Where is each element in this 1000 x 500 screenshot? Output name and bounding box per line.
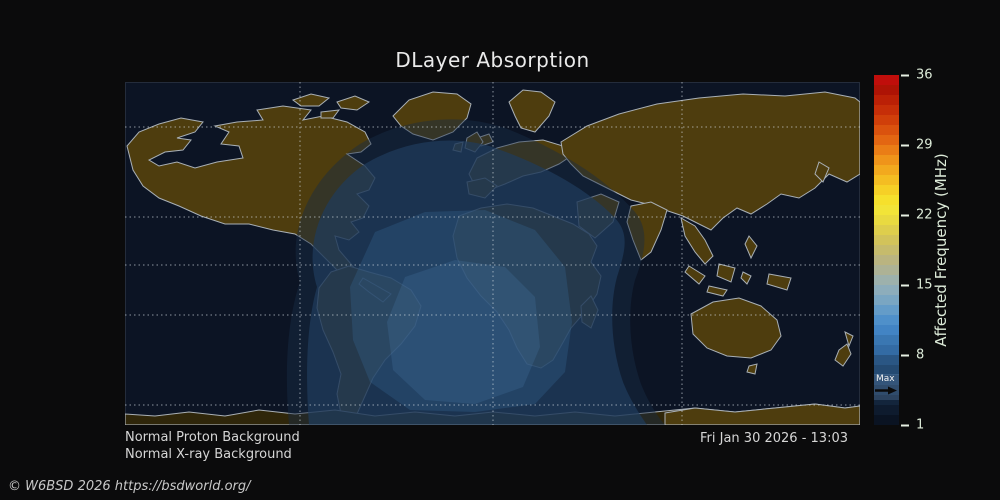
landmass-indonesia [684, 235, 792, 297]
colorbar-step [874, 225, 899, 235]
colorbar-step [874, 125, 899, 135]
tick-dash [901, 74, 909, 76]
landmass-southeast-asia [680, 217, 714, 265]
landmass-greenland [392, 91, 472, 141]
colorbar-step [874, 135, 899, 145]
tick-label: 8 [916, 347, 925, 363]
page-title: DLayer Absorption [395, 48, 590, 72]
colorbar-step [874, 295, 899, 305]
colorbar-step [874, 385, 899, 395]
graticule [125, 82, 860, 425]
colorbar-step [874, 325, 899, 335]
colorbar-step [874, 375, 899, 385]
colorbar-step [874, 315, 899, 325]
colorbar-step [874, 365, 899, 375]
copyright-notice: © W6BSD 2026 https://bsdworld.org/ [8, 479, 251, 494]
tick-label: 36 [916, 67, 933, 83]
tick-dash [901, 284, 909, 286]
colorbar-tick-29: 29 [901, 138, 933, 153]
colorbar-step [874, 355, 899, 365]
colorbar-step [874, 115, 899, 125]
colorbar-step [874, 105, 899, 115]
tick-label: 15 [916, 277, 933, 293]
colorbar-step [874, 405, 899, 415]
tick-label: 1 [916, 417, 925, 433]
colorbar-step [874, 205, 899, 215]
tick-dash [901, 424, 909, 426]
world-map-container [125, 82, 860, 425]
colorbar-step [874, 305, 899, 315]
colorbar-step [874, 335, 899, 345]
colorbar-step [874, 85, 899, 95]
colorbar-step [874, 75, 899, 85]
colorbar-step [874, 395, 899, 405]
tick-dash [901, 214, 909, 216]
landmass-eurasia [560, 91, 860, 231]
colorbar-step [874, 155, 899, 165]
colorbar-tick-15: 15 [901, 278, 933, 293]
tick-label: 22 [916, 207, 933, 223]
absorption-outer [307, 140, 647, 425]
colorbar-step [874, 415, 899, 425]
landmass-new-zealand [834, 331, 854, 367]
colorbar-step [874, 165, 899, 175]
landmass-scandinavia [508, 89, 556, 133]
absorption-core [387, 260, 540, 404]
map-timestamp: Fri Jan 30 2026 - 13:03 [700, 431, 848, 446]
world-map [125, 82, 860, 425]
proton-background-status: Normal Proton Background [125, 430, 300, 445]
absorption-mid [350, 210, 572, 412]
colorbar-gradient [874, 75, 899, 425]
colorbar-step [874, 285, 899, 295]
colorbar-tick-1: 1 [901, 418, 924, 433]
colorbar-step [874, 235, 899, 245]
colorbar-step [874, 255, 899, 265]
colorbar-tick-8: 8 [901, 348, 924, 363]
tick-label: 29 [916, 137, 933, 153]
absorption-overlay [286, 119, 665, 425]
colorbar-tick-36: 36 [901, 68, 933, 83]
landmass-tasmania [746, 363, 758, 375]
xray-background-status: Normal X-ray Background [125, 447, 292, 462]
colorbar-step [874, 275, 899, 285]
colorbar-ticks: 1 8 15 22 29 36 [901, 68, 971, 433]
colorbar-step [874, 185, 899, 195]
colorbar-step [874, 215, 899, 225]
colorbar-step [874, 195, 899, 205]
colorbar-step [874, 175, 899, 185]
colorbar-step [874, 345, 899, 355]
colorbar-axis-label: Affected Frequency (MHz) [932, 153, 950, 347]
landmass-antarctica-east [664, 403, 860, 425]
landmass-north-america [126, 105, 376, 295]
tick-dash [901, 144, 909, 146]
colorbar-step [874, 265, 899, 275]
landmass-japan [814, 161, 830, 183]
colorbar-step [874, 245, 899, 255]
map-frame [125, 82, 860, 425]
colorbar-tick-22: 22 [901, 208, 933, 223]
colorbar-step [874, 95, 899, 105]
tick-dash [901, 354, 909, 356]
colorbar-step [874, 145, 899, 155]
landmass-australia [690, 297, 782, 359]
